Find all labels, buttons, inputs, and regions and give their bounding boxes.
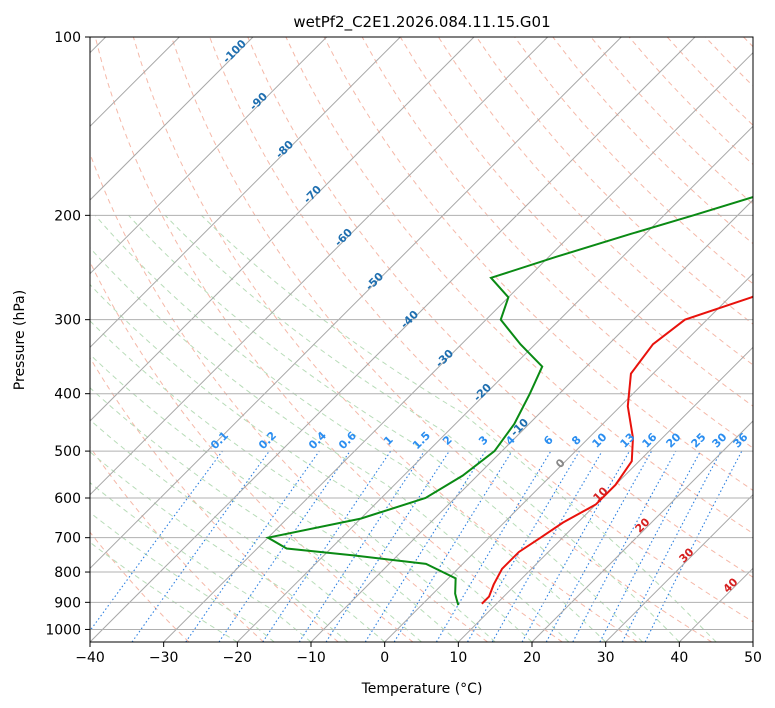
- dry-adiabat-line: [90, 356, 339, 642]
- isotherm-line: [236, 125, 753, 642]
- moist-adiabat-line: [90, 419, 385, 642]
- isotherm-line: [90, 37, 254, 201]
- isotherm-line: [384, 272, 753, 642]
- x-tick-label: 20: [523, 650, 541, 666]
- y-tick-label: 100: [54, 30, 81, 46]
- dry-adiabat-line: [94, 37, 563, 642]
- plot-frame: [89, 36, 754, 643]
- x-tick-label: −10: [296, 650, 326, 666]
- mixing-ratio-line: [185, 450, 320, 642]
- isotherm-line: [531, 420, 753, 642]
- dry-adiabat-line: [247, 37, 753, 578]
- isotherm-line: [90, 37, 696, 642]
- moist-adiabat-line: [90, 387, 422, 642]
- x-tick-label: 0: [380, 650, 389, 666]
- x-tick-label: 10: [449, 650, 467, 666]
- mixing-ratio-line: [131, 450, 270, 642]
- mixing-ratio-line: [325, 450, 450, 642]
- x-tick-label: 50: [744, 650, 762, 666]
- x-tick-label: −40: [75, 650, 105, 666]
- mixing-ratio-line: [572, 450, 677, 642]
- dry-adiabat-line: [171, 37, 713, 642]
- isotherm-line: [163, 51, 753, 642]
- moist-adiabat-line: [90, 451, 349, 642]
- moist-adiabat-line: [201, 214, 717, 642]
- mixing-ratio-line: [393, 450, 513, 642]
- dry-adiabat-line: [399, 37, 753, 407]
- moist-adiabat-line: [90, 247, 570, 642]
- isotherm-line: [90, 37, 549, 496]
- isotherm-line: [90, 37, 622, 570]
- moist-adiabat-line: [90, 353, 459, 642]
- y-axis-ticks: 100 200 300 400 500 600 700 800 900 1000: [45, 30, 90, 638]
- x-axis-ticks: −40 −30 −20 −10 0 10 20 30 40 50: [75, 642, 762, 666]
- mixing-ratio-line: [545, 450, 653, 642]
- y-tick-label: 1000: [45, 622, 81, 638]
- y-tick-label: 900: [54, 595, 81, 611]
- dry-adiabat-line: [209, 37, 753, 623]
- isotherms: [90, 37, 753, 642]
- isotherm-line: [90, 37, 328, 275]
- mixing-ratio-line: [644, 450, 743, 642]
- mixing-ratio-lines: [90, 450, 743, 642]
- plot-area: -100-90-80-70-60-50-40-30-20-10010203040…: [90, 37, 753, 642]
- moist-adiabat-line: [90, 283, 533, 642]
- dry-adiabat-line: [514, 37, 753, 285]
- moist-adiabat-line: [94, 215, 607, 642]
- dry-adiabat-line: [361, 37, 753, 449]
- y-tick-label: 700: [54, 531, 81, 547]
- pressure-gridlines: [90, 37, 753, 630]
- x-axis-label: Temperature (°C): [361, 681, 483, 697]
- dry-adiabat-line: [90, 531, 190, 642]
- dry-adiabat-line: [90, 152, 488, 642]
- dewpoint-profile-line: [265, 196, 753, 606]
- x-tick-label: 40: [670, 650, 688, 666]
- mixing-ratio-line: [298, 450, 425, 642]
- x-tick-label: 30: [597, 650, 615, 666]
- y-tick-label: 300: [54, 313, 81, 329]
- mixing-ratio-line: [521, 450, 630, 642]
- x-tick-label: −20: [223, 650, 253, 666]
- y-tick-label: 200: [54, 208, 81, 224]
- mixing-ratio-line: [90, 450, 223, 632]
- dry-adiabats: [90, 37, 753, 642]
- sounding-series: [265, 196, 753, 606]
- y-tick-label: 800: [54, 565, 81, 581]
- mixing-ratio-line: [262, 450, 392, 642]
- y-tick-label: 500: [54, 444, 81, 460]
- y-axis-label: Pressure (hPa): [12, 290, 28, 390]
- isotherm-line: [90, 37, 401, 349]
- chart-title: wetPf2_C2E1.2026.084.11.15.G01: [293, 13, 550, 32]
- moist-adiabat-line: [128, 215, 643, 642]
- isotherm-line: [457, 346, 753, 642]
- dry-adiabat-line: [90, 446, 264, 642]
- isotherm-line: [90, 37, 475, 422]
- y-tick-label: 400: [54, 387, 81, 403]
- dry-adiabat-line: [132, 37, 638, 642]
- isotherm-line: [605, 493, 753, 642]
- isotherm-line: [310, 199, 753, 642]
- moist-adiabats: [90, 214, 717, 642]
- moist-adiabat-line: [90, 511, 275, 642]
- mixing-ratio-line: [218, 450, 351, 642]
- temperature-profile-line: [481, 295, 753, 605]
- moist-adiabat-line: [90, 320, 496, 642]
- x-tick-label: −30: [149, 650, 179, 666]
- y-tick-label: 600: [54, 491, 81, 507]
